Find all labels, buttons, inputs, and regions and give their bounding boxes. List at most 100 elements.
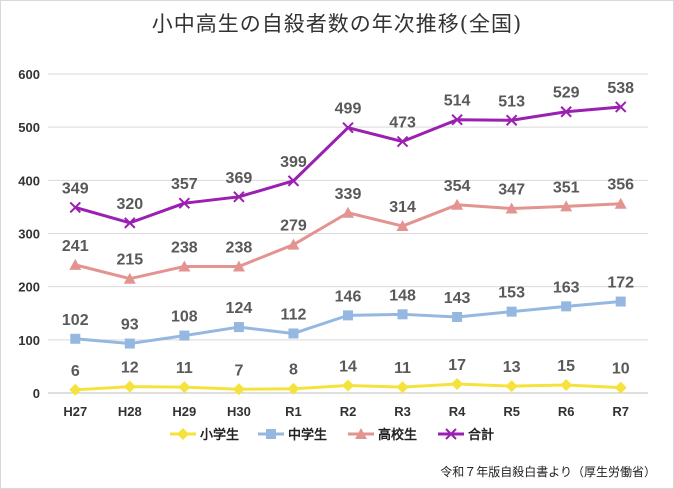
data-point [69, 258, 82, 270]
data-label: 529 [553, 85, 580, 102]
y-tick-label: 400 [18, 173, 40, 188]
data-point [505, 202, 518, 214]
data-point [178, 197, 191, 209]
data-label: 314 [389, 199, 416, 216]
legend-marker [266, 429, 276, 439]
data-label: 357 [171, 176, 198, 193]
data-label: 108 [171, 309, 198, 326]
data-point [452, 311, 463, 322]
data-label: 11 [394, 360, 411, 377]
data-point [560, 379, 573, 392]
y-tick-label: 200 [18, 280, 40, 295]
data-point [561, 301, 572, 312]
data-point [178, 381, 191, 394]
data-label: 351 [553, 179, 580, 196]
data-label: 356 [607, 177, 634, 194]
data-label: 17 [448, 357, 466, 374]
y-tick-label: 600 [18, 67, 40, 82]
data-point [70, 333, 81, 344]
legend-label: 中学生 [288, 427, 327, 443]
data-point [614, 381, 627, 394]
data-label: 399 [280, 154, 307, 171]
x-tick-label: H29 [172, 404, 196, 419]
data-label: 538 [607, 80, 634, 97]
data-label: 172 [607, 275, 634, 292]
x-tick-label: R6 [558, 404, 575, 419]
data-point [123, 272, 136, 284]
data-point [451, 114, 463, 126]
data-point [615, 296, 626, 307]
source-note: 令和７年版自殺白書より（厚生労働省） [440, 465, 656, 479]
y-tick-label: 100 [18, 333, 40, 348]
legend-label: 高校生 [378, 427, 417, 443]
data-point [615, 101, 627, 113]
series-line [75, 300, 621, 346]
data-point [343, 310, 353, 321]
legend-marker [445, 428, 457, 440]
data-label: 347 [498, 182, 525, 199]
data-point [342, 379, 354, 392]
x-tick-label: H28 [118, 404, 142, 419]
data-point [233, 191, 245, 203]
data-label: 514 [444, 93, 471, 110]
data-label: 11 [176, 360, 193, 377]
data-point [233, 322, 244, 333]
data-label: 13 [503, 359, 521, 376]
data-point [287, 175, 300, 187]
data-point [342, 121, 354, 134]
data-label: 369 [226, 170, 253, 187]
data-label: 14 [339, 359, 357, 376]
data-label: 349 [62, 180, 89, 197]
legend-marker [177, 428, 189, 440]
data-label: 241 [62, 238, 89, 255]
data-label: 112 [281, 306, 307, 323]
data-label: 513 [498, 93, 525, 110]
data-point [396, 220, 409, 232]
data-point [124, 217, 136, 229]
data-point [506, 306, 517, 317]
data-point [69, 201, 81, 214]
data-label: 8 [289, 362, 298, 379]
data-label: 10 [612, 361, 630, 378]
data-point [179, 330, 190, 341]
y-tick-label: 500 [18, 120, 40, 135]
data-point [614, 197, 627, 209]
data-point [123, 380, 136, 393]
data-point [288, 328, 299, 339]
x-tick-label: R3 [394, 404, 411, 419]
data-label: 7 [234, 362, 243, 379]
data-point [451, 198, 464, 210]
data-label: 102 [62, 312, 89, 329]
data-point [232, 260, 245, 272]
data-point [505, 114, 518, 126]
data-label: 6 [71, 363, 80, 380]
data-point [397, 309, 408, 320]
data-point [505, 380, 518, 393]
data-label: 12 [121, 360, 139, 377]
x-tick-label: R1 [285, 404, 302, 419]
data-point [451, 377, 464, 390]
y-tick-label: 300 [18, 227, 40, 242]
data-point [396, 381, 409, 394]
data-label: 146 [335, 288, 362, 305]
data-label: 15 [557, 358, 575, 375]
data-label: 339 [335, 186, 362, 203]
data-label: 148 [389, 287, 416, 304]
data-point [232, 383, 245, 396]
legend-marker [355, 428, 367, 439]
x-tick-label: R7 [612, 404, 629, 419]
data-label: 143 [444, 290, 471, 307]
legend-label: 小学生 [200, 427, 239, 443]
y-tick-label: 0 [33, 386, 40, 401]
data-label: 163 [553, 279, 580, 296]
data-label: 124 [226, 300, 253, 317]
data-label: 153 [498, 285, 525, 302]
data-label: 279 [280, 218, 307, 235]
x-tick-label: R2 [340, 404, 357, 419]
data-label: 238 [226, 239, 253, 256]
data-label: 93 [121, 317, 139, 334]
data-point [124, 338, 135, 349]
data-label: 238 [171, 239, 198, 256]
